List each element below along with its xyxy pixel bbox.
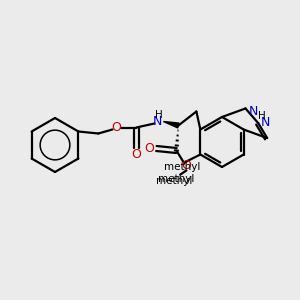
Text: methyl: methyl xyxy=(156,176,193,187)
Text: O: O xyxy=(131,148,141,161)
Text: N: N xyxy=(261,116,270,129)
Text: O: O xyxy=(144,142,154,155)
Text: methyl: methyl xyxy=(164,163,200,172)
Text: O: O xyxy=(111,121,121,134)
Text: H: H xyxy=(154,110,162,121)
Text: N: N xyxy=(249,105,258,118)
Text: methyl: methyl xyxy=(158,175,195,184)
Text: N: N xyxy=(153,115,162,128)
Text: H: H xyxy=(258,111,266,122)
Polygon shape xyxy=(164,122,179,128)
Text: O: O xyxy=(182,159,191,172)
